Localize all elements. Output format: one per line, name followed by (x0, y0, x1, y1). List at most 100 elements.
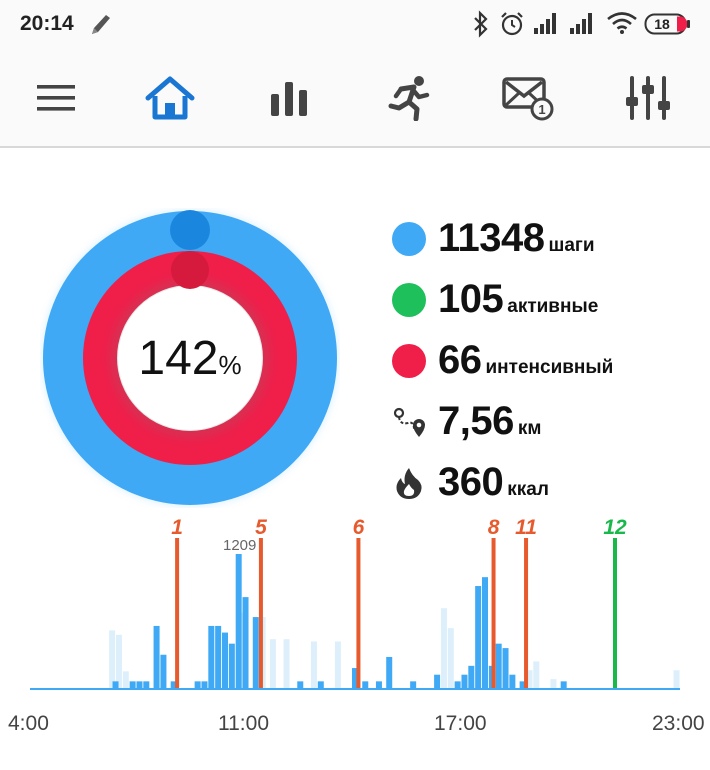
activity-bar (519, 681, 526, 688)
activity-bar (440, 608, 447, 688)
activity-bar (550, 679, 557, 688)
x-tick-label: 17:00 (434, 712, 487, 735)
activity-bar (502, 648, 509, 688)
activity-bar (208, 625, 215, 688)
workout-marker-line[interactable] (356, 538, 361, 688)
tab-activity[interactable] (379, 68, 439, 128)
activity-bar (673, 670, 680, 688)
tab-settings[interactable] (618, 68, 678, 128)
activity-bar (143, 681, 150, 688)
stat-unit: км (517, 417, 542, 439)
activity-bar (509, 674, 516, 688)
stat-value: 7,56 (438, 399, 514, 443)
stats-list: 11348 шаги 105 активные 66 интенсивный 7… (392, 208, 702, 513)
stat-calories[interactable]: 360 ккал (392, 452, 702, 513)
activity-bar (434, 674, 441, 688)
menu-icon (37, 85, 75, 111)
intense-ring-knob (171, 251, 209, 289)
activity-bar (112, 681, 119, 688)
activity-bar (283, 639, 290, 688)
activity-bar (310, 641, 317, 688)
activity-bar (228, 643, 235, 688)
signal-icon (532, 10, 560, 41)
workout-marker-label[interactable]: 11 (515, 516, 537, 539)
activity-bar (160, 654, 167, 688)
progress-rings[interactable]: 142% (40, 208, 340, 508)
alarm-icon (498, 10, 526, 43)
stat-distance[interactable]: 7,56 км (392, 391, 702, 452)
steps-ring-knob (170, 210, 210, 250)
workout-marker-line[interactable] (258, 538, 263, 688)
activity-bar (447, 628, 454, 688)
progress-percent: 142% (40, 208, 340, 508)
activity-bar (375, 681, 382, 688)
workout-marker-label[interactable]: 5 (255, 516, 267, 539)
activity-bar (475, 586, 482, 688)
workout-marker-label[interactable]: 6 (353, 516, 365, 539)
activity-bar (129, 681, 136, 688)
settings-icon (626, 76, 670, 120)
home-icon (145, 76, 195, 120)
stat-steps[interactable]: 11348 шаги (392, 208, 702, 269)
peak-value-label: 1209 (223, 537, 256, 554)
activity-bar (352, 668, 358, 688)
activity-bar (235, 554, 242, 688)
activity-bar (239, 612, 246, 688)
activity-bar (386, 656, 393, 688)
stat-unit: шаги (548, 234, 595, 256)
activity-bar (297, 681, 304, 688)
notification-icon (88, 12, 114, 43)
activity-chart[interactable]: 1 5 6 8 11 12 1209 4:00 11:00 17:00 23:00 (0, 516, 710, 770)
workout-marker-label[interactable]: 1 (171, 516, 183, 539)
active-dot-icon (392, 282, 426, 317)
battery-icon: 18 (644, 12, 692, 41)
stat-value: 360 (438, 460, 504, 504)
rings-graphic (43, 210, 337, 505)
tab-home[interactable] (140, 68, 200, 128)
activity-bar (495, 643, 502, 688)
tab-statistics[interactable] (259, 68, 319, 128)
activity-bar (461, 674, 468, 688)
stat-intense[interactable]: 66 интенсивный (392, 330, 702, 391)
activity-bar (269, 639, 276, 688)
tab-messages[interactable]: 1 (498, 68, 558, 128)
dashboard: 142% 11348 шаги 105 активные 66 интенсив… (0, 148, 710, 770)
workout-marker-line[interactable] (491, 538, 496, 688)
activity-bar (334, 641, 341, 688)
workout-marker-label[interactable]: 12 (603, 516, 627, 539)
progress-unit: % (218, 349, 242, 380)
bluetooth-icon (472, 10, 490, 43)
activity-bar (136, 681, 143, 688)
activity-bar (215, 625, 222, 688)
messages-badge: 1 (538, 102, 545, 117)
workout-marker-label[interactable]: 8 (488, 516, 500, 539)
workout-marker-line[interactable] (613, 538, 617, 688)
activity-chart-plot: 1 5 6 8 11 12 1209 (30, 516, 680, 690)
stat-unit: ккал (507, 478, 549, 500)
activity-bar (122, 671, 129, 688)
messages-icon: 1 (502, 77, 554, 121)
status-time: 20:14 (20, 12, 74, 35)
activity-bar (222, 632, 228, 688)
stat-active[interactable]: 105 активные (392, 269, 702, 330)
x-tick-label: 4:00 (8, 712, 49, 735)
stat-value: 66 (438, 338, 482, 382)
stat-value: 105 (438, 277, 504, 321)
activity-bar (252, 617, 259, 688)
workout-marker-line[interactable] (524, 538, 529, 688)
activity-bar (194, 681, 201, 688)
activity-bar (468, 665, 475, 688)
workout-marker-line[interactable] (175, 538, 180, 688)
stat-unit: активные (507, 295, 599, 317)
activity-bar (109, 630, 116, 688)
status-bar: 20:14 18 (0, 0, 710, 50)
intense-dot-icon (392, 343, 426, 378)
stat-value: 11348 (438, 216, 545, 260)
activity-bar (170, 681, 177, 688)
activity-bar (454, 681, 461, 688)
progress-value: 142 (138, 331, 219, 385)
route-icon (392, 405, 426, 439)
menu-button[interactable] (26, 68, 86, 128)
activity-bar (153, 625, 160, 688)
x-tick-label: 11:00 (218, 712, 269, 735)
